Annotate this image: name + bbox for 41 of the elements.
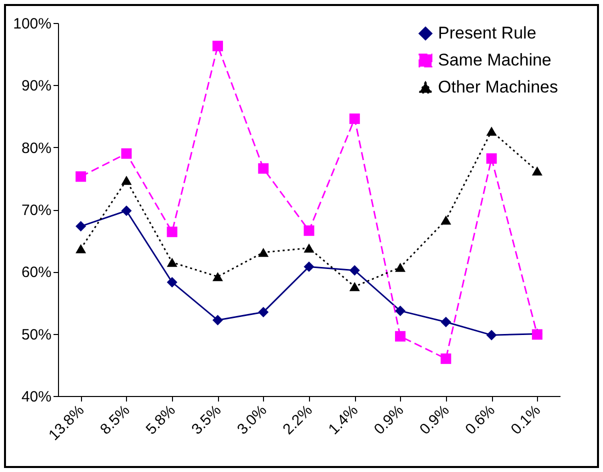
point	[440, 353, 452, 364]
point	[395, 262, 406, 272]
legend-label: Same Machine	[438, 50, 552, 70]
point	[395, 306, 406, 316]
point	[440, 216, 452, 225]
point	[121, 206, 132, 216]
point	[121, 148, 132, 159]
point	[349, 265, 360, 276]
legend-label: Other Machines	[438, 78, 558, 96]
point	[258, 306, 269, 318]
point	[166, 258, 178, 267]
legend-label: Present Rule	[438, 24, 536, 42]
y-tick-label: 100%	[13, 16, 52, 32]
point	[486, 153, 497, 164]
point	[258, 163, 269, 174]
point	[304, 244, 314, 253]
point	[121, 176, 132, 185]
point	[212, 314, 223, 326]
point	[486, 126, 497, 136]
point	[349, 282, 360, 292]
point	[532, 166, 542, 176]
point	[349, 113, 360, 124]
point	[304, 261, 314, 272]
y-tick-label: 70%	[21, 202, 52, 219]
point	[486, 330, 497, 340]
y-tick-label: 80%	[21, 140, 52, 157]
point	[440, 316, 452, 328]
y-tick-label: 60%	[21, 264, 52, 282]
point	[212, 272, 223, 282]
point	[166, 226, 178, 238]
point	[395, 331, 406, 342]
point	[166, 276, 178, 288]
point	[212, 40, 223, 52]
point	[76, 171, 86, 182]
point	[258, 248, 269, 257]
point	[76, 244, 86, 254]
y-tick-label: 50%	[21, 326, 52, 344]
point	[76, 221, 86, 232]
y-tick-label: 40%	[21, 388, 52, 406]
point	[304, 225, 314, 236]
y-tick-label: 90%	[21, 78, 52, 95]
